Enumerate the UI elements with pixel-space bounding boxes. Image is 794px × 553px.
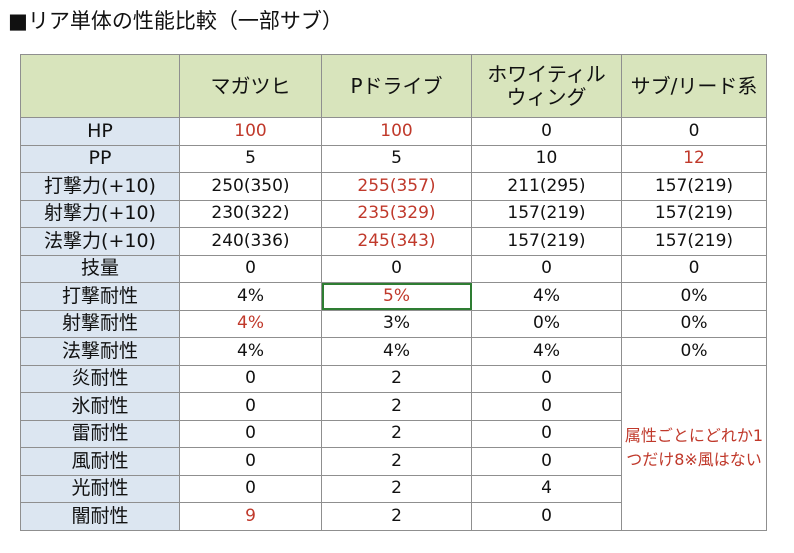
table-cell[interactable]: 0 <box>179 254 322 283</box>
table-cell[interactable]: 3% <box>321 309 472 338</box>
table-cell[interactable]: 0 <box>471 447 622 476</box>
table-cell[interactable]: 0 <box>621 254 767 283</box>
table-cell[interactable]: 157(219) <box>471 199 622 228</box>
table-cell[interactable]: 255(357) <box>321 172 472 201</box>
row-header[interactable]: PP <box>20 144 180 173</box>
table-cell[interactable]: 2 <box>321 364 472 393</box>
table-cell[interactable]: 230(322) <box>179 199 322 228</box>
table-cell[interactable]: 157(219) <box>621 227 767 256</box>
table-cell[interactable]: 0 <box>471 364 622 393</box>
table-cell[interactable]: 157(219) <box>621 199 767 228</box>
page-title: ■リア単体の性能比較（一部サブ） <box>8 9 343 33</box>
table-cell[interactable]: 4 <box>471 474 622 503</box>
table-row: 射撃力(+10) 230(322) 235(329) 157(219) 157(219) <box>20 199 767 228</box>
table-cell[interactable]: 2 <box>321 502 472 531</box>
table-cell[interactable]: 100 <box>179 117 322 146</box>
table-cell[interactable]: 0 <box>179 364 322 393</box>
table-cell[interactable]: 0 <box>621 117 767 146</box>
table-cell[interactable]: 157(219) <box>471 227 622 256</box>
row-header[interactable]: 光耐性 <box>20 474 180 503</box>
table-row: HP 100 100 0 0 <box>20 117 767 146</box>
table-cell[interactable]: 0% <box>621 282 767 311</box>
header-row: マガツヒ Pドライブ ホワイティルウィング サブ/リード系 <box>20 54 767 118</box>
row-header[interactable]: 闇耐性 <box>20 502 180 531</box>
column-header[interactable]: ホワイティルウィング <box>471 54 622 118</box>
row-header[interactable]: 技量 <box>20 254 180 283</box>
table-cell[interactable]: 2 <box>321 392 472 421</box>
table-cell[interactable]: 0 <box>471 502 622 531</box>
table-row: 打撃力(+10) 250(350) 255(357) 211(295) 157(219) <box>20 172 767 201</box>
table-cell[interactable]: 100 <box>321 117 472 146</box>
row-header[interactable]: 雷耐性 <box>20 419 180 448</box>
table-row: 射撃耐性 4% 3% 0% 0% <box>20 309 767 338</box>
corner-cell <box>20 54 180 118</box>
table-cell[interactable]: 4% <box>179 337 322 366</box>
table-cell[interactable]: 0% <box>621 337 767 366</box>
table-cell[interactable]: 0 <box>471 419 622 448</box>
table-row: 技量 0 0 0 0 <box>20 254 767 283</box>
column-header[interactable]: Pドライブ <box>321 54 472 118</box>
table-cell[interactable]: 0 <box>179 392 322 421</box>
table-cell[interactable]: 245(343) <box>321 227 472 256</box>
row-header[interactable]: 法撃力(+10) <box>20 227 180 256</box>
table-cell[interactable]: 10 <box>471 144 622 173</box>
table-cell[interactable]: 2 <box>321 419 472 448</box>
row-header[interactable]: 氷耐性 <box>20 392 180 421</box>
table-cell[interactable]: 157(219) <box>621 172 767 201</box>
table-cell[interactable]: 9 <box>179 502 322 531</box>
comparison-table: マガツヒ Pドライブ ホワイティルウィング サブ/リード系 HP 100 100 0 0… <box>20 54 767 531</box>
table-cell[interactable]: 250(350) <box>179 172 322 201</box>
row-header[interactable]: 射撃耐性 <box>20 309 180 338</box>
table-cell[interactable]: 0 <box>179 474 322 503</box>
table-row: 法撃力(+10) 240(336) 245(343) 157(219) 157(219) <box>20 227 767 256</box>
table-row: 氷耐性 0 2 0 <box>20 392 767 421</box>
table-row: 闇耐性 9 2 0 <box>20 502 767 531</box>
column-header[interactable]: マガツヒ <box>179 54 322 118</box>
table-cell[interactable]: 0 <box>471 254 622 283</box>
table-cell[interactable]: 4% <box>471 337 622 366</box>
table-cell[interactable]: 0% <box>621 309 767 338</box>
table-cell[interactable]: 0 <box>471 117 622 146</box>
table-cell[interactable]: 240(336) <box>179 227 322 256</box>
table-cell[interactable]: 5 <box>321 144 472 173</box>
table-row: 法撃耐性 4% 4% 4% 0% <box>20 337 767 366</box>
table-cell[interactable]: 0% <box>471 309 622 338</box>
row-header[interactable]: 法撃耐性 <box>20 337 180 366</box>
table-cell[interactable]: 0 <box>321 254 472 283</box>
table-cell[interactable]: 0 <box>471 392 622 421</box>
table-cell[interactable]: 0 <box>179 419 322 448</box>
table-cell[interactable]: 4% <box>471 282 622 311</box>
table-row: 風耐性 0 2 0 <box>20 447 767 476</box>
row-header[interactable]: 射撃力(+10) <box>20 199 180 228</box>
row-header[interactable]: 打撃力(+10) <box>20 172 180 201</box>
table-cell[interactable]: 211(295) <box>471 172 622 201</box>
row-header[interactable]: 風耐性 <box>20 447 180 476</box>
table-cell[interactable]: 0 <box>179 447 322 476</box>
table-cell[interactable]: 4% <box>179 309 322 338</box>
table-cell[interactable]: 2 <box>321 474 472 503</box>
table-cell[interactable]: 2 <box>321 447 472 476</box>
table-row: 炎耐性 0 2 0 属性ごとにどれか1つだけ8※風はない <box>20 364 767 531</box>
table-cell[interactable]: 12 <box>621 144 767 173</box>
table-row: 打撃耐性 4% 5% 4% 0% <box>20 282 767 311</box>
table-row: PP 5 5 10 12 <box>20 144 767 173</box>
row-header[interactable]: HP <box>20 117 180 146</box>
table-cell[interactable]: 5% <box>321 282 472 311</box>
column-header[interactable]: サブ/リード系 <box>621 54 767 118</box>
row-header[interactable]: 炎耐性 <box>20 364 180 393</box>
table-cell[interactable]: 4% <box>179 282 322 311</box>
note-cell[interactable]: 属性ごとにどれか1つだけ8※風はない <box>621 364 767 531</box>
row-header[interactable]: 打撃耐性 <box>20 282 180 311</box>
table-cell[interactable]: 4% <box>321 337 472 366</box>
table-cell[interactable]: 235(329) <box>321 199 472 228</box>
table-row: 光耐性 0 2 4 <box>20 474 767 503</box>
table-cell[interactable]: 5 <box>179 144 322 173</box>
